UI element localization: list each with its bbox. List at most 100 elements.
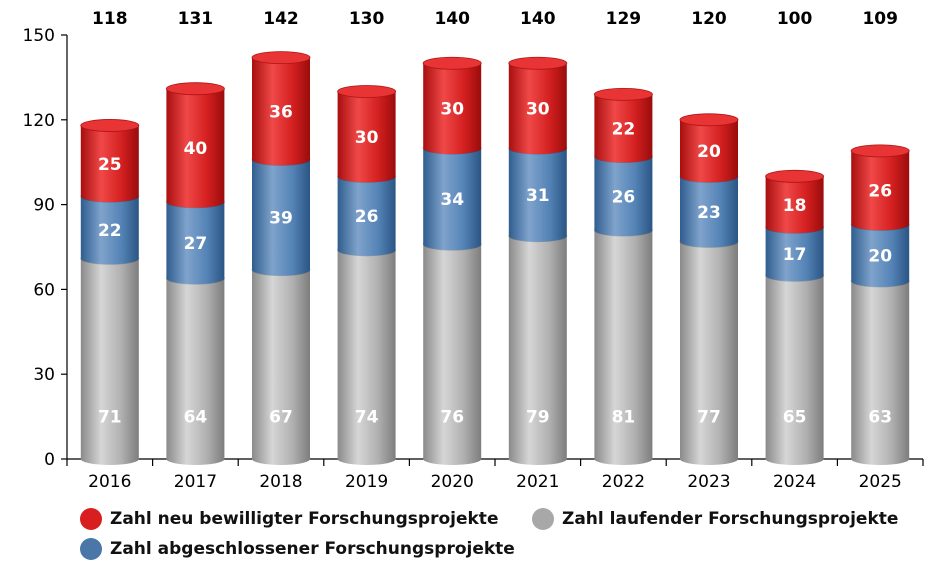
bar-segment-completed	[680, 176, 738, 248]
legend-label-running: Zahl laufender Forschungsprojekte	[562, 509, 899, 529]
legend-label-completed: Zahl abgeschlossener Forschungsprojekte	[110, 539, 515, 559]
total-label: 131	[178, 9, 214, 29]
bar-segment-new	[851, 150, 910, 231]
bar-top-cap	[594, 87, 653, 101]
total-label: 109	[862, 9, 898, 29]
bar-segment-new	[80, 125, 139, 203]
data-label-completed: 31	[526, 186, 550, 206]
total-label: 142	[263, 9, 299, 29]
x-tick-label: 2021	[516, 472, 559, 492]
bar-group-2018	[251, 51, 311, 465]
x-tick-label: 2024	[773, 472, 816, 492]
bar-segment-new	[508, 63, 567, 155]
bar-segment-completed	[594, 156, 653, 237]
total-label: 118	[92, 9, 128, 29]
data-label-completed: 17	[783, 245, 807, 265]
data-label-new: 20	[697, 142, 721, 162]
bar-segment-completed	[508, 148, 567, 242]
data-label-running: 77	[697, 408, 721, 428]
legend-marker-running	[532, 508, 554, 530]
bar-group-2022	[593, 87, 653, 465]
total-label: 140	[434, 9, 470, 29]
x-tick-label: 2016	[88, 472, 131, 492]
data-label-new: 30	[440, 100, 464, 120]
data-label-new: 36	[269, 102, 293, 122]
bar-segment-new	[765, 176, 824, 234]
bar-group-2019	[337, 85, 397, 465]
data-label-running: 81	[612, 408, 636, 428]
y-tick-label: 150	[23, 26, 55, 46]
data-label-completed: 34	[440, 190, 464, 210]
data-label-new: 30	[355, 128, 379, 148]
y-tick-label: 120	[23, 111, 55, 131]
bar-segment-new	[166, 88, 225, 208]
bar-group-2021	[508, 56, 568, 465]
data-label-running: 71	[98, 408, 122, 428]
y-tick-label: 90	[33, 196, 55, 216]
legend-item-new: Zahl neu bewilligter Forschungsprojekte	[80, 508, 498, 530]
y-tick-label: 0	[44, 450, 55, 470]
bar-segment-new	[680, 119, 738, 183]
legend-item-completed: Zahl abgeschlossener Forschungsprojekte	[80, 538, 515, 560]
bar-segment-new	[423, 63, 482, 155]
data-label-completed: 22	[98, 221, 122, 241]
total-label: 120	[691, 9, 727, 29]
bar-segment-running	[508, 235, 567, 465]
bar-top-cap	[251, 51, 311, 65]
y-tick-label: 30	[33, 365, 55, 385]
bar-top-cap	[765, 169, 824, 183]
bar-top-cap	[850, 144, 910, 158]
bar-top-cap	[508, 56, 568, 70]
data-label-running: 65	[783, 408, 807, 428]
total-label: 140	[520, 9, 556, 29]
data-label-completed: 26	[355, 207, 379, 227]
bar-group-2017	[165, 82, 225, 465]
bar-segment-running	[851, 280, 910, 465]
data-label-new: 40	[184, 139, 208, 159]
data-label-new: 26	[868, 182, 892, 202]
bar-segment-running	[423, 244, 482, 465]
bar-segment-completed	[80, 196, 139, 265]
bar-segment-completed	[851, 224, 910, 287]
data-label-running: 74	[355, 408, 379, 428]
x-tick-label: 2019	[345, 472, 388, 492]
total-label: 100	[777, 9, 813, 29]
legend-marker-new	[80, 508, 102, 530]
bar-segment-running	[765, 275, 824, 465]
x-tick-label: 2020	[431, 472, 474, 492]
x-tick-label: 2022	[602, 472, 645, 492]
bar-segment-running	[80, 258, 139, 465]
data-label-completed: 20	[868, 247, 892, 267]
data-label-completed: 26	[612, 187, 636, 207]
bar-group-2024	[765, 169, 825, 465]
bar-segment-new	[337, 91, 396, 183]
data-label-new: 25	[98, 155, 122, 175]
bar-group-2025	[850, 144, 910, 465]
data-label-running: 67	[269, 408, 293, 428]
bar-segment-running	[252, 269, 310, 465]
bar-segment-new	[594, 94, 653, 163]
bar-segment-running	[594, 230, 653, 465]
bar-group-2020	[422, 56, 482, 465]
bar-top-cap	[679, 113, 739, 127]
bar-top-cap	[422, 56, 482, 70]
x-tick-label: 2025	[859, 472, 902, 492]
bar-top-cap	[165, 82, 225, 96]
data-label-completed: 39	[269, 208, 293, 228]
x-tick-label: 2017	[174, 472, 217, 492]
bar-segment-completed	[765, 227, 824, 282]
bar-top-cap	[80, 119, 140, 132]
bar-group-2016	[80, 118, 140, 465]
total-label: 129	[606, 9, 642, 29]
bar-segment-completed	[166, 201, 225, 285]
legend-marker-completed	[80, 538, 102, 560]
data-label-running: 76	[440, 408, 464, 428]
data-label-new: 22	[612, 119, 636, 139]
bar-segment-running	[166, 278, 225, 465]
data-label-running: 63	[868, 408, 892, 428]
y-tick-label: 60	[33, 280, 55, 300]
data-label-new: 30	[526, 100, 550, 120]
legend-label-new: Zahl neu bewilligter Forschungsprojekte	[110, 509, 499, 529]
total-label: 130	[349, 9, 385, 29]
bar-segment-new	[252, 57, 310, 166]
